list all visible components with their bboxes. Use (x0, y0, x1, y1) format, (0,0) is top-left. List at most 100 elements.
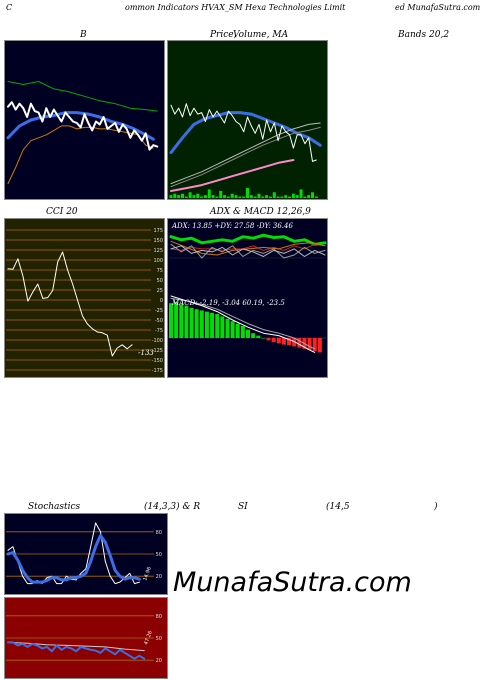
volume-bar (177, 195, 181, 198)
stoch-tick-label: 20 (156, 574, 162, 580)
macd-hist-bar (251, 333, 256, 338)
volume-bar (261, 196, 265, 198)
volume-bar (180, 193, 184, 198)
macd-hist-bar (271, 338, 276, 343)
macd-hist-bar (266, 338, 271, 341)
bb-line-upper (7, 81, 158, 112)
volume-bar (291, 193, 295, 198)
macd-hist-bar (220, 316, 225, 338)
macd-hist-bar (169, 303, 173, 338)
macd-signal-line (170, 297, 316, 350)
volume-bar (238, 196, 242, 198)
cci-title: CCI 20 (46, 207, 78, 217)
price-line-gray-ma-2 (170, 126, 321, 188)
volume-bar (242, 196, 246, 198)
macd-hist-bar (225, 318, 230, 338)
cci-line (7, 251, 133, 357)
bb-title: B (80, 30, 87, 40)
volume-bar (207, 189, 211, 198)
volume-bar (276, 196, 280, 198)
stoch-params: (14,3,3) & R (144, 502, 201, 512)
adx-background (167, 218, 328, 378)
macd-hist-bar (179, 304, 184, 338)
macd-hist-bar (256, 335, 261, 338)
stoch-line-d (6, 534, 141, 584)
macd-legend-text: MACD: -2.19, -3.04 60.19, -23.5 (171, 299, 285, 307)
volume-bar (203, 195, 207, 198)
volume-bar (284, 195, 288, 198)
adx-macd-chart: ADX: 13.85 +DY: 27.58 -DY: 36.46 MACD: -2… (167, 218, 328, 378)
macd-hist-bar (204, 311, 209, 338)
rsi-chart: 80 50 20 47.26 (4, 597, 168, 679)
cci-tick-label: -75 (155, 328, 163, 334)
macd-hist-bar (189, 308, 194, 338)
volume-bar (192, 195, 196, 198)
stoch-line-k (7, 522, 140, 585)
macd-hist-bar (184, 305, 189, 338)
cci-tick-label: 25 (157, 288, 163, 294)
rsi-line-rsi-ma (7, 641, 145, 652)
cci-tick-label: 150 (153, 238, 163, 244)
volume-bar (299, 189, 303, 198)
bb-line-price (7, 101, 159, 151)
volume-bar (307, 195, 311, 198)
volume-bar (303, 196, 307, 198)
macd-hist-bar (276, 338, 281, 344)
cci-tick-label: 75 (157, 268, 163, 274)
rsi-line-rsi (7, 641, 146, 660)
stoch-tick-label: 50 (156, 552, 162, 558)
volume-bar (265, 195, 269, 198)
volume-bar (272, 192, 276, 198)
price-line-pink-ma (170, 159, 295, 192)
macd-hist-bar (287, 338, 292, 346)
macd-hist-bar (307, 338, 312, 350)
macd-hist-bar (230, 321, 235, 338)
cci-tick-label: 175 (153, 228, 163, 234)
volume-bar (234, 195, 238, 198)
macd-hist-bar (312, 338, 317, 352)
macd-hist-bar (246, 329, 250, 338)
adx-title: ADX & MACD 12,26,9 (210, 207, 311, 217)
macd-line (170, 295, 316, 353)
macd-hist-bar (210, 312, 215, 338)
header-left: C (6, 3, 13, 12)
cci-value-label: -133 (138, 349, 154, 357)
macd-hist-bar (317, 338, 322, 353)
rsi-params-close: ) (434, 502, 438, 512)
macd-hist-bar (199, 310, 204, 338)
cci-chart: 175 150 125 100 75 50 25 0 -25 -50 -75 -100 -125 -150… (4, 218, 165, 378)
macd-hist-bar (297, 338, 302, 348)
cci-tick-label: -50 (155, 318, 163, 324)
macd-hist-bar (194, 309, 199, 338)
macd-hist-bar (281, 338, 286, 345)
volume-bar (200, 196, 204, 198)
cci-tick-label: 100 (153, 258, 163, 264)
rsi-value-label: 47.26 (143, 630, 154, 646)
volume-ma-title: Volume, MA (233, 30, 289, 40)
volume-bar (223, 195, 227, 198)
macd-hist-bar (174, 302, 179, 338)
volume-bar (314, 196, 318, 198)
price-line-gray-ma-1 (170, 122, 321, 185)
cci-tick-label: 50 (157, 278, 163, 284)
volume-bar (249, 195, 253, 198)
bb-line-middle (6, 111, 155, 141)
price-title: Price, (210, 30, 237, 40)
rsi-tick-label: 20 (156, 658, 162, 664)
volume-bar (188, 192, 192, 198)
macd-hist-bar (215, 314, 220, 338)
volume-bar (215, 196, 219, 198)
macd-hist-bar (240, 326, 245, 338)
cci-tick-label: -125 (152, 348, 163, 354)
cci-tick-label: -175 (152, 368, 163, 374)
cci-tick-label: -150 (152, 358, 163, 364)
stoch-title: Stochastics (28, 502, 81, 512)
volume-bar (268, 196, 272, 198)
volume-bar (280, 196, 284, 198)
price-background (167, 40, 328, 200)
volume-bar (311, 192, 315, 198)
volume-bar (169, 195, 173, 198)
header-middle: ommon Indicators HVAX_SM Hexa Technologi… (125, 3, 346, 12)
watermark: MunafaSutra.com (173, 567, 412, 598)
